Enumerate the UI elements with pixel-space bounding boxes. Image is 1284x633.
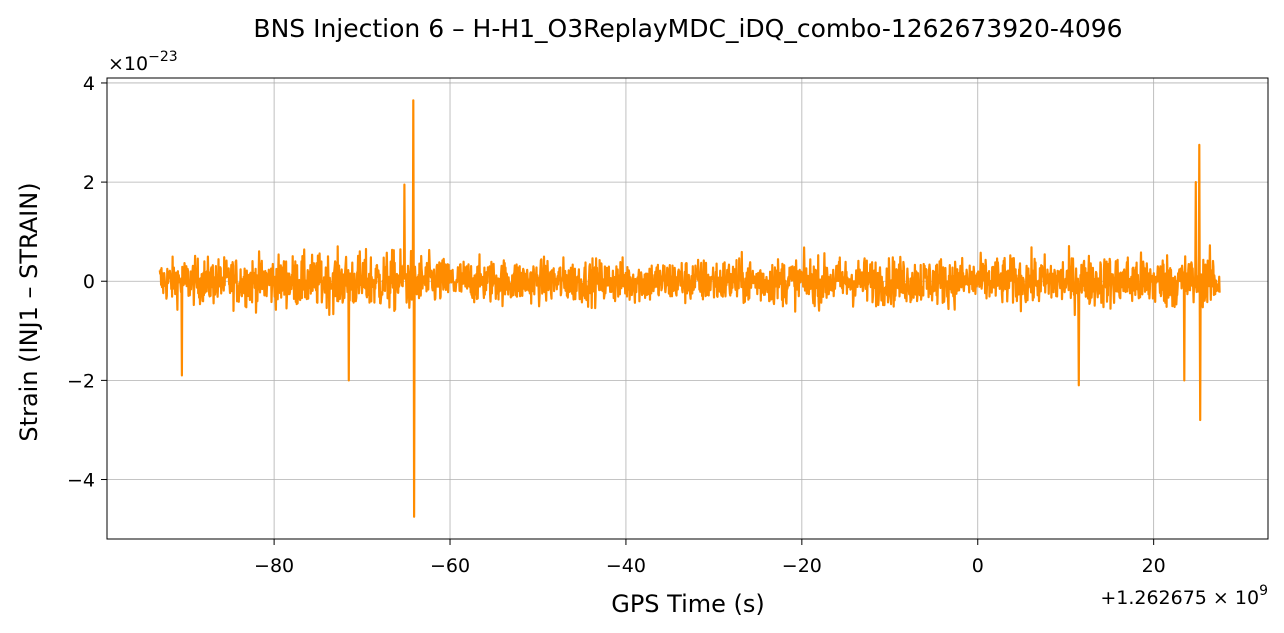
y-tick-label: 2: [83, 172, 95, 194]
y-multiplier-base: ×10: [108, 53, 148, 75]
x-axis-offset: +1.262675 × 109: [1100, 583, 1268, 609]
x-tick-label: −40: [606, 555, 646, 577]
plot-area: [158, 99, 1221, 518]
y-tick-label: −4: [67, 470, 95, 492]
y-axis-multiplier: ×10−23: [108, 49, 178, 75]
x-tick-label: 0: [972, 555, 984, 577]
chart-title: BNS Injection 6 – H-H1_O3ReplayMDC_iDQ_c…: [253, 14, 1122, 43]
y-multiplier-exponent: −23: [148, 49, 178, 65]
x-offset-base: +1.262675 × 10: [1100, 587, 1259, 609]
x-offset-exponent: 9: [1259, 583, 1268, 599]
x-tick-label: −20: [782, 555, 822, 577]
x-tick-label: −60: [430, 555, 470, 577]
y-tick-label: 0: [83, 271, 95, 293]
y-axis-label: Strain (INJ1 – STRAIN): [15, 182, 43, 441]
y-tick-label: 4: [83, 73, 95, 95]
y-tick-label: −2: [67, 370, 95, 392]
x-tick-label: −80: [254, 555, 294, 577]
plot-frame: [106, 77, 1269, 540]
strain-series-line: [158, 99, 1221, 518]
x-axis-label: GPS Time (s): [611, 590, 765, 618]
grid-lines: [107, 78, 1268, 539]
x-tick-label: 20: [1142, 555, 1166, 577]
